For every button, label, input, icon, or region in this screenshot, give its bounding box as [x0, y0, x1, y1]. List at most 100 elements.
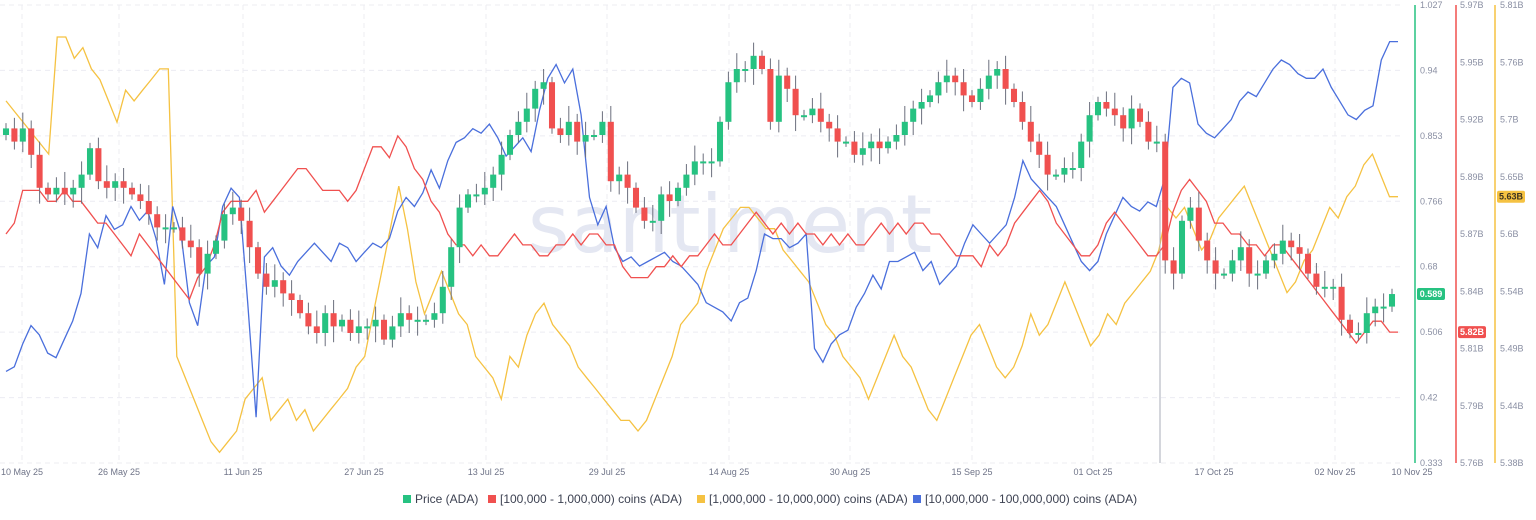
candle-body — [1212, 260, 1219, 274]
candle — [338, 314, 346, 332]
candle — [691, 145, 698, 186]
holders-100k-1m-badge-bg — [1458, 326, 1486, 339]
candle — [1078, 133, 1085, 182]
candle — [464, 189, 472, 213]
y-tick-label-holders_1m_10m: 5.49B — [1500, 344, 1524, 354]
candle-body — [490, 174, 497, 188]
candle-body — [1153, 141, 1160, 144]
candle-body — [1170, 260, 1177, 274]
candle — [624, 161, 631, 204]
candle — [1187, 197, 1194, 229]
legend-item[interactable]: Price (ADA) — [403, 492, 478, 506]
candle-body — [1321, 286, 1328, 289]
candle-body — [1061, 168, 1068, 175]
candle-body — [355, 326, 362, 333]
candle — [809, 98, 816, 124]
candle-body — [725, 82, 732, 122]
candle-body — [800, 115, 808, 118]
candle — [1288, 232, 1295, 261]
y-tick-label-holders_100k_1m: 5.97B — [1460, 0, 1484, 10]
x-tick-label: 13 Jul 25 — [468, 467, 505, 477]
candle-body — [322, 313, 329, 333]
candle — [658, 186, 665, 234]
y-tick-label-price: 0.333 — [1420, 458, 1443, 468]
candle-body — [212, 240, 220, 254]
candle — [1162, 133, 1169, 274]
candle-body — [515, 121, 522, 136]
candle — [1229, 249, 1236, 282]
legend-swatch — [697, 495, 705, 503]
legend-item[interactable]: [100,000 - 1,000,000) coins (ADA) — [488, 492, 682, 506]
candle-body — [305, 313, 312, 327]
axes: 10 May 25 26 May 25 11 Jun 25 27 Jun 25 13 J… — [1, 0, 1525, 477]
candle-body — [1044, 154, 1051, 175]
holders-1m-10m-badge-bg — [1497, 190, 1525, 203]
candle — [532, 80, 539, 122]
candle-body — [691, 161, 698, 175]
candle-body — [78, 174, 85, 188]
candle — [758, 50, 766, 75]
candle-body — [170, 227, 178, 230]
candle — [490, 166, 497, 202]
candle-body — [952, 75, 959, 83]
candle-body — [229, 207, 236, 215]
candle-body — [196, 247, 203, 274]
candle-body — [868, 141, 875, 149]
candle — [985, 59, 992, 100]
candle-body — [985, 75, 992, 89]
candle-body — [506, 135, 514, 155]
candle — [784, 67, 791, 103]
candle — [1372, 298, 1379, 327]
candle-body — [1162, 141, 1169, 261]
legend-item[interactable]: [1,000,000 - 10,000,000) coins (ADA) — [697, 492, 908, 506]
candle-body — [254, 247, 262, 274]
candle-body — [1078, 141, 1085, 169]
legend-item[interactable]: [10,000,000 - 100,000,000) coins (ADA) — [913, 492, 1137, 506]
candle — [616, 166, 623, 195]
candle-body — [70, 187, 77, 195]
legend-label: Price (ADA) — [415, 492, 478, 506]
candle — [95, 137, 102, 190]
candle — [674, 182, 682, 207]
candle-body — [582, 135, 589, 142]
candle — [263, 263, 270, 295]
price-current-badge: 0.589 — [1417, 288, 1445, 301]
candle-body — [422, 319, 430, 322]
candle-body — [968, 95, 976, 103]
candle-body — [599, 121, 606, 136]
candle — [1355, 322, 1362, 341]
candle — [607, 105, 614, 192]
candle-body — [406, 313, 413, 320]
candle — [1069, 152, 1076, 179]
candle-body — [36, 154, 43, 188]
candle — [918, 88, 925, 125]
candle — [523, 92, 530, 133]
price-candles — [2, 42, 1396, 348]
candle-body — [154, 214, 161, 228]
candle — [296, 294, 304, 319]
candle — [590, 129, 598, 141]
candle — [666, 181, 673, 217]
candle — [1346, 314, 1354, 339]
candle-body — [204, 253, 211, 274]
candle — [347, 309, 354, 341]
candle — [968, 90, 976, 108]
candle-body — [187, 240, 194, 248]
candle — [826, 113, 833, 142]
candle-body — [263, 273, 270, 287]
candle-body — [616, 174, 623, 182]
candle — [1388, 288, 1396, 312]
candle — [179, 216, 186, 249]
candle — [1027, 105, 1034, 153]
y-tick-label-price: 0.766 — [1420, 196, 1443, 206]
candle — [1330, 278, 1337, 300]
candle — [254, 241, 262, 279]
legend[interactable]: Price (ADA) [100,000 - 1,000,000) coins (… — [403, 492, 1137, 506]
candle — [994, 61, 1001, 89]
candle — [700, 153, 707, 175]
candle-body — [565, 121, 572, 136]
candle-body — [338, 319, 346, 327]
candle-body — [439, 286, 446, 314]
candle — [145, 185, 152, 225]
candle-body — [1010, 88, 1018, 103]
